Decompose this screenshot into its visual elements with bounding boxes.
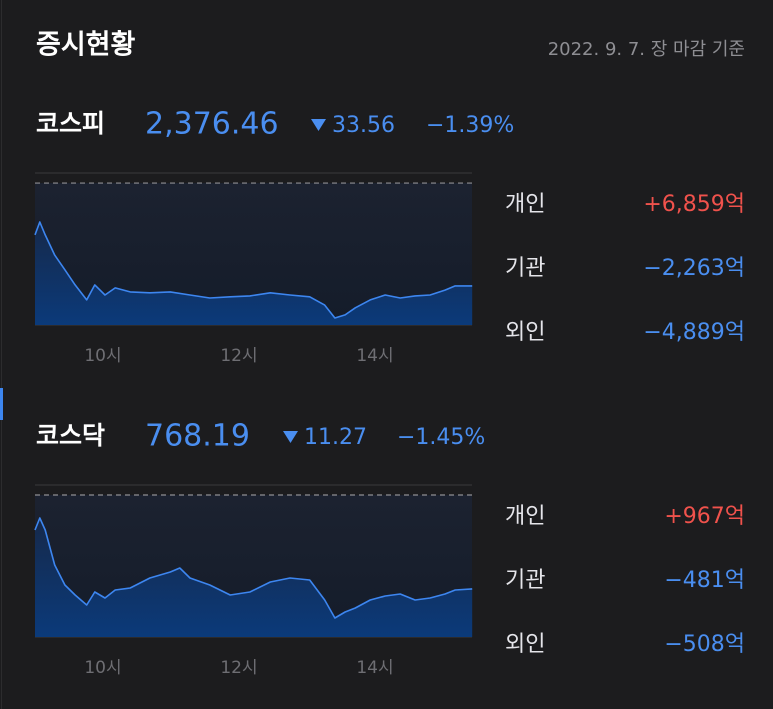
x-tick-label: 10시 xyxy=(84,346,121,366)
market-name: 코스닥 xyxy=(36,421,105,450)
line-area xyxy=(35,222,473,325)
investor-amount: +6,859억 xyxy=(643,192,745,217)
price-line xyxy=(34,517,473,619)
x-tick-label: 14시 xyxy=(356,658,393,678)
investor-label: 기관 xyxy=(505,256,545,281)
down-triangle xyxy=(311,119,326,131)
line-area xyxy=(35,518,473,637)
investor-label: 기관 xyxy=(505,568,545,593)
date: 2022. 9. 7. 장 마감 기준 xyxy=(548,39,745,60)
change-value: 11.27 xyxy=(304,425,367,450)
investor-amount: +967억 xyxy=(664,504,745,529)
investor-amount: −2,263억 xyxy=(643,256,745,281)
investor-label: 개인 xyxy=(505,504,545,529)
title: 증시현황 xyxy=(36,30,136,61)
investor-label: 개인 xyxy=(505,192,545,217)
side-indicator xyxy=(0,388,3,420)
down-triangle xyxy=(283,431,298,443)
x-tick-label: 14시 xyxy=(356,346,393,366)
investor-amount: −508억 xyxy=(664,632,745,657)
x-tick-label: 10시 xyxy=(84,658,121,678)
investor-amount: −4,889억 xyxy=(643,320,745,345)
change-percent: −1.39% xyxy=(426,113,514,138)
market-name: 코스피 xyxy=(36,109,105,138)
index-value: 2,376.46 xyxy=(145,107,279,142)
x-tick-label: 12시 xyxy=(220,346,257,366)
investor-label: 외인 xyxy=(505,320,545,345)
index-value: 768.19 xyxy=(145,419,250,454)
investor-label: 외인 xyxy=(505,632,545,657)
change-value: 33.56 xyxy=(332,113,395,138)
change-percent: −1.45% xyxy=(397,425,485,450)
price-line xyxy=(34,221,473,319)
x-tick-label: 12시 xyxy=(220,658,257,678)
investor-amount: −481억 xyxy=(664,568,745,593)
